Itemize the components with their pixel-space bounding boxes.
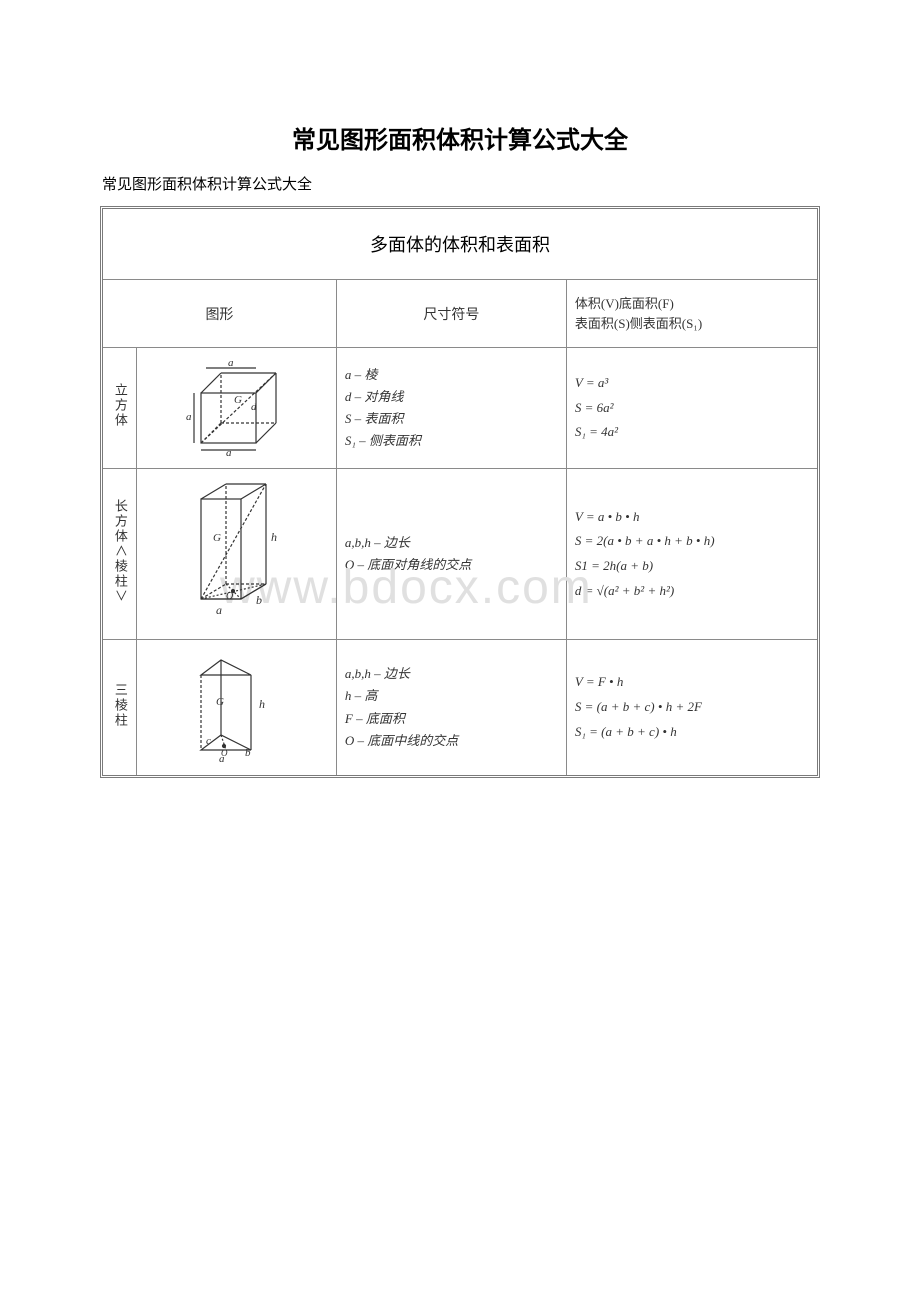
symbols-triprism: a,b,h – 边长 h – 高 F – 底面积 O – 底面中线的交点 bbox=[337, 640, 567, 775]
svg-text:a: a bbox=[216, 603, 222, 617]
table-row: 立方体 bbox=[103, 348, 817, 469]
svg-text:O: O bbox=[226, 591, 233, 602]
shape-name-cuboid: 长方体∧棱柱∨ bbox=[103, 469, 137, 640]
svg-text:a: a bbox=[228, 358, 234, 369]
header-formulas: 体积(V)底面积(F) 表面积(S)侧表面积(S₁) bbox=[567, 280, 817, 348]
svg-text:G: G bbox=[234, 394, 242, 406]
svg-text:h: h bbox=[259, 697, 265, 711]
symbols-cube: a – 棱 d – 对角线 S – 表面积 S₁ – 侧表面积 bbox=[337, 348, 567, 469]
symbols-cuboid: a,b,h – 边长 O – 底面对角线的交点 bbox=[337, 469, 567, 640]
formulas-cuboid: V = a • b • h S = 2(a • b + a • h + b • … bbox=[567, 469, 817, 640]
svg-text:b: b bbox=[245, 747, 251, 759]
svg-text:O: O bbox=[221, 748, 228, 758]
svg-text:G: G bbox=[213, 532, 221, 544]
svg-text:d: d bbox=[251, 401, 257, 413]
figure-cuboid: h a b G O bbox=[137, 469, 337, 640]
table-row: 长方体∧棱柱∨ bbox=[103, 469, 817, 640]
shape-name-cube: 立方体 bbox=[103, 348, 137, 469]
svg-text:a: a bbox=[186, 411, 192, 423]
page-subtitle: 常见图形面积体积计算公式大全 bbox=[100, 173, 820, 194]
svg-text:a: a bbox=[226, 447, 232, 458]
svg-text:G: G bbox=[216, 696, 224, 708]
triprism-diagram: h c a b G O bbox=[171, 650, 301, 765]
cube-diagram: a a a G d bbox=[176, 358, 296, 458]
page-title: 常见图形面积体积计算公式大全 bbox=[100, 120, 820, 155]
table-title-row: 多面体的体积和表面积 bbox=[103, 209, 817, 280]
table-title: 多面体的体积和表面积 bbox=[103, 209, 817, 280]
header-figure: 图形 bbox=[103, 280, 337, 348]
formulas-cube: V = a³ S = 6a² S₁ = 4a² bbox=[567, 348, 817, 469]
header-symbols: 尺寸符号 bbox=[337, 280, 567, 348]
table-header-row: 图形 尺寸符号 体积(V)底面积(F) 表面积(S)侧表面积(S₁) bbox=[103, 280, 817, 348]
formulas-triprism: V = F • h S = (a + b + c) • h + 2F S₁ = … bbox=[567, 640, 817, 775]
svg-text:h: h bbox=[271, 530, 277, 544]
table-row: 三棱柱 h c a b G O a bbox=[103, 640, 817, 775]
formula-table: 多面体的体积和表面积 图形 尺寸符号 体积(V)底面积(F) 表面积(S)侧表面… bbox=[100, 206, 820, 778]
cuboid-diagram: h a b G O bbox=[171, 479, 301, 629]
figure-triprism: h c a b G O bbox=[137, 640, 337, 775]
shape-name-triprism: 三棱柱 bbox=[103, 640, 137, 775]
svg-text:c: c bbox=[206, 735, 211, 747]
svg-text:b: b bbox=[256, 593, 262, 607]
figure-cube: a a a G d bbox=[137, 348, 337, 469]
